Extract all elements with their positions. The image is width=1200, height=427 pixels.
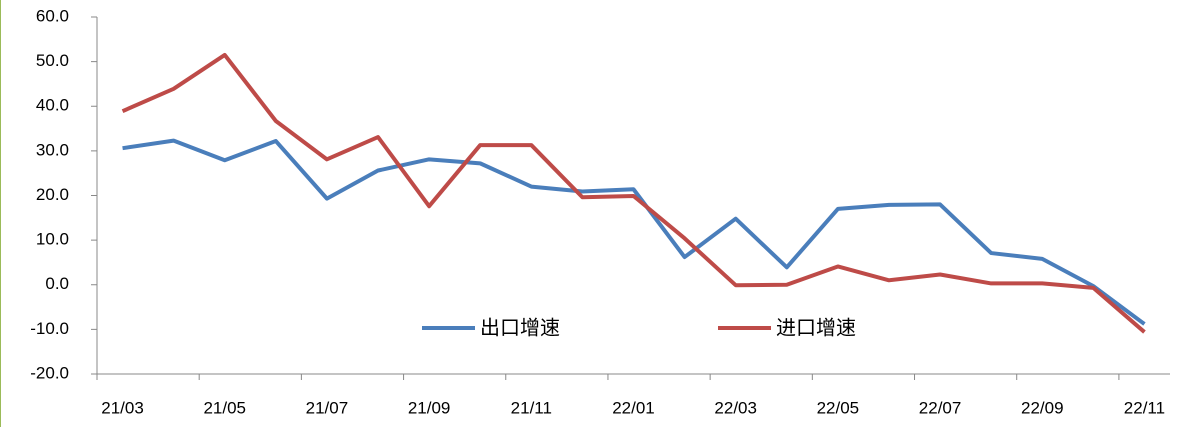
series-line [121,52,1146,334]
x-tick-label: 21/05 [203,398,246,417]
y-tick-label: 20.0 [36,185,69,204]
y-tick-label: -20.0 [30,363,69,382]
x-tick-label: 22/09 [1021,398,1064,417]
x-tick-label: 22/07 [919,398,962,417]
legend-label: 进口增速 [776,316,856,339]
x-tick-label: 22/05 [817,398,860,417]
y-tick-label: 10.0 [36,230,69,249]
y-tick-label: 60.0 [36,6,69,25]
y-tick-label: 40.0 [36,96,69,115]
x-tick-label: 21/07 [306,398,349,417]
x-tick-label: 22/03 [714,398,757,417]
y-tick-label: 50.0 [36,51,69,70]
y-tick-label: -10.0 [30,319,69,338]
legend-label: 出口增速 [480,316,560,339]
x-tick-label: 21/11 [511,398,552,417]
x-tick-label: 21/03 [101,398,144,417]
x-tick-label: 22/11 [1124,398,1165,417]
x-tick-label: 21/09 [408,398,451,417]
y-tick-label: 30.0 [36,140,69,159]
series-line [122,138,1146,326]
x-tick-label: 22/01 [612,398,655,417]
y-tick-label: 0.0 [45,274,69,293]
